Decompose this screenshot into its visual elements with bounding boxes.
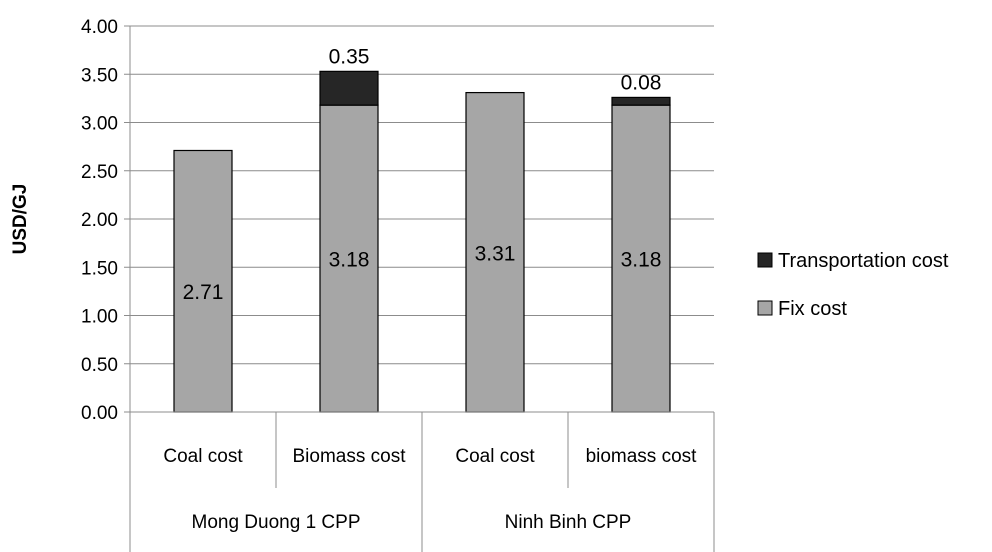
y-tick-label: 1.50 [81, 258, 118, 279]
data-label-transportation-cost: 0.35 [329, 45, 370, 68]
legend-swatch-fix-cost [757, 300, 773, 316]
x-category-label: biomass cost [586, 446, 698, 467]
legend-swatch-transportation-cost [757, 252, 773, 268]
bar-transportation-cost [611, 96, 671, 106]
axes [124, 25, 715, 552]
x-group-label: Ninh Binh CPP [505, 512, 632, 533]
bar-fix-cost [173, 149, 233, 413]
y-axis-title: USD/GJ [10, 184, 31, 255]
data-label-fix-cost: 2.71 [183, 281, 224, 304]
data-label-fix-cost: 3.18 [329, 249, 370, 272]
bar-fix-cost [465, 91, 525, 413]
x-group-label: Mong Duong 1 CPP [192, 512, 361, 533]
data-label-transportation-cost: 0.08 [621, 71, 662, 94]
y-tick-label: 0.50 [81, 355, 118, 376]
x-category-label: Biomass cost [293, 446, 407, 467]
bars [173, 70, 671, 413]
y-tick-label: 2.00 [81, 210, 118, 231]
x-category-label: Coal cost [163, 446, 243, 467]
y-tick-label: 3.50 [81, 65, 118, 86]
y-tick-label: 4.00 [81, 17, 118, 38]
legend-label-transportation-cost: Transportation cost [778, 250, 949, 272]
y-tick-label: 2.50 [81, 162, 118, 183]
x-category-label: Coal cost [455, 446, 535, 467]
bar-fix-cost [319, 104, 379, 413]
data-label-fix-cost: 3.18 [621, 249, 662, 272]
labels: 0.00 0.50 1.00 1.50 2.00 2.50 3.00 3.50 4.00 2.71… [81, 17, 697, 533]
y-tick-label: 1.00 [81, 307, 118, 328]
bar-fix-cost [611, 104, 671, 413]
legend: Transportation cost Fix cost [757, 250, 949, 320]
bar-transportation-cost [319, 70, 379, 106]
legend-label-fix-cost: Fix cost [778, 298, 847, 320]
y-tick-label: 0.00 [81, 403, 118, 424]
y-tick-label: 3.00 [81, 114, 118, 135]
data-label-fix-cost: 3.31 [475, 242, 516, 265]
